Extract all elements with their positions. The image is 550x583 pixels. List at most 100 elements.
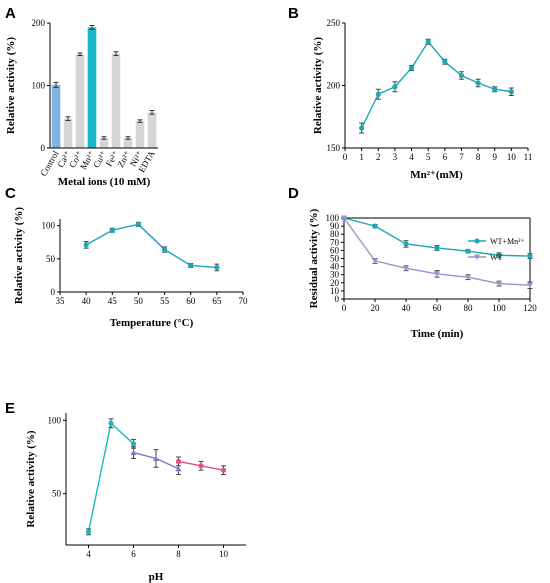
y-tick-label: 100 — [326, 213, 340, 223]
y-tick-label: 150 — [327, 143, 341, 153]
data-point — [442, 59, 448, 65]
y-tick-label: 100 — [48, 415, 62, 425]
x-tick-label: 70 — [239, 296, 249, 306]
x-tick-label: 35 — [56, 296, 66, 306]
data-point — [214, 264, 220, 271]
y-tick-label: 100 — [42, 221, 56, 231]
bar — [99, 138, 109, 148]
x-tick-label: 50 — [134, 296, 144, 306]
x-tick-label: 0 — [343, 152, 348, 162]
data-point — [83, 242, 89, 248]
data-point — [465, 274, 471, 281]
data-point — [359, 125, 365, 131]
data-point — [372, 258, 378, 264]
x-tick-label: 60 — [433, 303, 443, 313]
panel-letter: B — [288, 5, 299, 22]
x-tick-label: 80 — [464, 303, 474, 313]
data-point — [161, 246, 168, 253]
panel-c: C 35 40 45 50 55 60 65 70 0 50 100 Temperature (°C) R… — [5, 185, 248, 329]
y-tick-label: 0 — [51, 287, 56, 297]
data-point — [527, 253, 533, 259]
x-tick-label: 120 — [523, 303, 537, 313]
x-tick-label: 20 — [371, 303, 381, 313]
x-tick-label: 9 — [492, 152, 497, 162]
bar — [75, 54, 85, 148]
x-axis-title: Temperature (°C) — [110, 317, 194, 329]
data-point — [153, 455, 159, 461]
y-tick-label: 0 — [41, 143, 46, 153]
y-tick-label: 250 — [327, 18, 341, 28]
data-point — [375, 91, 381, 97]
x-tick-label: 8 — [176, 549, 181, 559]
x-tick-label: 10 — [219, 549, 229, 559]
legend: WT+Mn²⁺ WT — [468, 237, 525, 262]
x-tick-label: 5 — [426, 152, 431, 162]
x-tick-label: 11 — [524, 152, 533, 162]
panel-letter: C — [5, 185, 16, 202]
x-tick-label: 6 — [443, 152, 448, 162]
bar — [51, 84, 61, 148]
x-axis-title: pH — [149, 571, 164, 583]
data-point — [135, 221, 142, 227]
x-tick-label: 0 — [342, 303, 347, 313]
data-point — [341, 215, 347, 221]
y-axis-title: Relative activity (%) — [13, 207, 25, 304]
x-tick-label: 45 — [108, 296, 118, 306]
data-point — [392, 84, 398, 90]
data-point — [130, 441, 137, 447]
y-tick-label: 10 — [330, 286, 340, 296]
x-tick-label: 10 — [507, 152, 517, 162]
y-tick-label: 40 — [330, 262, 340, 272]
data-point — [188, 262, 194, 269]
x-tick-label: 40 — [402, 303, 412, 313]
y-tick-label: 50 — [46, 254, 56, 264]
data-point — [109, 227, 115, 233]
x-axis-title: Mn²⁺(mM) — [410, 169, 463, 181]
data-point — [198, 463, 204, 469]
panel-e: E 4 6 8 10 50 100 pH Relative activity (%) — [5, 400, 246, 583]
y-axis-title: Residual activity (%) — [308, 208, 320, 308]
y-tick-label: 80 — [330, 229, 340, 239]
panel-d: D0 20 40 60 80 100 1200102030405060708090100Ti… — [288, 185, 537, 340]
series-line — [361, 40, 512, 129]
data-point — [496, 281, 502, 287]
data-point — [492, 86, 498, 92]
y-tick-label: 100 — [32, 81, 46, 91]
bar — [111, 53, 121, 148]
data-point — [465, 248, 471, 254]
y-axis-title: Relative activity (%) — [312, 37, 324, 134]
data-point — [474, 238, 480, 244]
data-point — [508, 89, 514, 95]
x-tick-label: 40 — [82, 296, 92, 306]
data-point — [220, 467, 227, 473]
series-line — [87, 421, 134, 532]
legend-entry: WT+Mn²⁺ — [490, 237, 525, 246]
bar — [123, 138, 133, 148]
x-tick-label: 4 — [86, 549, 91, 559]
legend-entry: WT — [490, 253, 503, 262]
x-axis-title: Metal ions (10 mM) — [58, 176, 151, 188]
x-tick-label: 100 — [492, 303, 506, 313]
panel-b: B 0 1 2 3 4 5 6 7 8 9 10 11 150 200 250 Mn²⁺(mM) Relative… — [288, 5, 532, 181]
data-point — [372, 223, 378, 229]
y-tick-label: 200 — [327, 81, 341, 91]
data-point — [408, 65, 415, 71]
data-point — [434, 245, 440, 251]
data-point — [458, 72, 465, 79]
x-tick-label: 65 — [212, 296, 222, 306]
x-tick-label: 6 — [131, 549, 136, 559]
x-tick-label: 8 — [476, 152, 481, 162]
data-point — [496, 252, 502, 258]
x-tick-label: 2 — [376, 152, 381, 162]
data-point — [175, 458, 182, 464]
y-axis-title: Relative activity (%) — [5, 37, 17, 134]
data-point — [434, 271, 440, 277]
x-tick-label: 1 — [359, 152, 364, 162]
y-tick-label: 200 — [32, 18, 46, 28]
y-tick-label: 20 — [330, 278, 340, 288]
x-tick-label: 4 — [409, 152, 414, 162]
panel-letter: E — [5, 400, 15, 417]
data-point — [474, 254, 480, 260]
data-point — [85, 529, 92, 535]
